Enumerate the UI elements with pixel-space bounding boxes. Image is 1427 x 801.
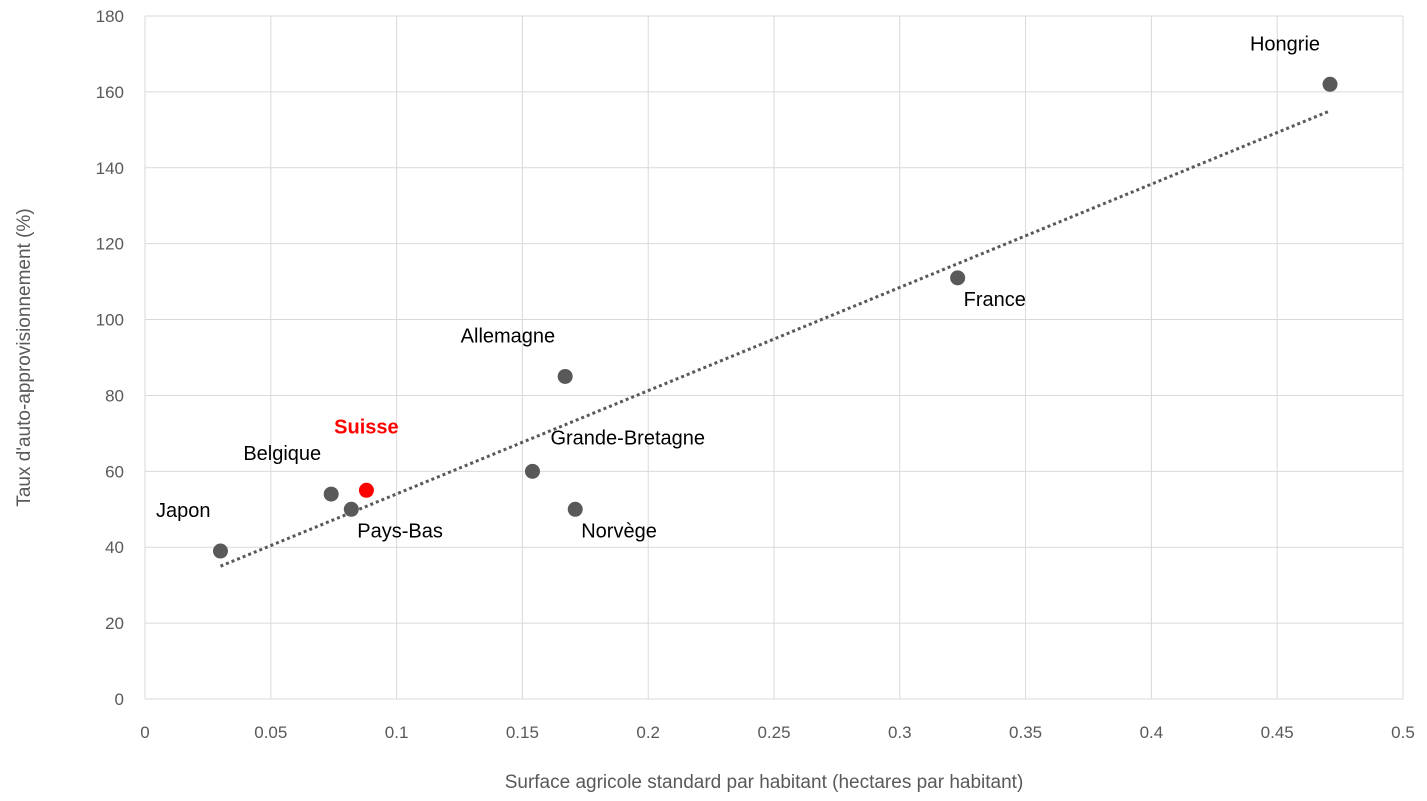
point-layer [212, 76, 1338, 559]
y-tick-label: 60 [105, 462, 124, 481]
data-point-suisse [358, 482, 374, 498]
grid-layer [144, 15, 1404, 700]
x-axis-title: Surface agricole standard par habitant (… [505, 772, 1024, 793]
x-tick-label: 0.45 [1261, 723, 1294, 742]
x-tick-label: 0.35 [1009, 723, 1042, 742]
point-label: France [964, 289, 1026, 311]
data-point-allemagne [557, 368, 573, 384]
x-tick-label: 0.15 [506, 723, 539, 742]
y-axis-title: Taux d'auto-approvisionnement (%) [14, 208, 35, 506]
y-tick-label: 140 [96, 159, 124, 178]
y-tick-label: 40 [105, 538, 124, 557]
point-label: Suisse [334, 416, 398, 438]
point-label: Japon [156, 500, 211, 522]
label-layer: Japon Belgique Pays-Bas Suisse Grande-Bretag… [156, 33, 1320, 542]
y-tick-label: 120 [96, 235, 124, 254]
y-tick-label: 80 [105, 386, 124, 405]
x-tick-label: 0.05 [254, 723, 287, 742]
trend-layer [219, 109, 1331, 568]
x-tick-label: 0.1 [385, 723, 409, 742]
x-tick-label: 0.25 [757, 723, 790, 742]
x-tick-label: 0.4 [1140, 723, 1164, 742]
y-tick-label: 0 [115, 690, 124, 709]
axis-layer: 0 0.05 0.1 0.15 0.2 0.25 0.3 0.35 0.4 0.45 0.5 0 20 4… [96, 7, 1415, 742]
y-tick-label: 180 [96, 7, 124, 26]
y-tick-label: 160 [96, 83, 124, 102]
point-label: Pays-Bas [357, 520, 443, 542]
point-label: Belgique [243, 443, 321, 465]
x-tick-label: 0.2 [636, 723, 660, 742]
data-point-japon [212, 543, 228, 559]
data-point-belgique [323, 486, 339, 502]
y-tick-label: 20 [105, 614, 124, 633]
x-tick-label: 0.5 [1391, 723, 1415, 742]
point-label: Norvège [581, 520, 657, 542]
point-label: Allemagne [461, 325, 556, 347]
data-point-pays-bas [343, 501, 359, 517]
data-point-hongrie [1322, 76, 1338, 92]
data-point-grande-bretagne [524, 463, 540, 479]
x-tick-label: 0 [140, 723, 149, 742]
point-label: Hongrie [1250, 33, 1320, 55]
y-tick-label: 100 [96, 311, 124, 330]
x-tick-label: 0.3 [888, 723, 912, 742]
data-point-norv-ge [567, 501, 583, 517]
trendline [219, 109, 1331, 568]
point-label: Grande-Bretagne [550, 427, 705, 449]
data-point-france [950, 270, 966, 286]
